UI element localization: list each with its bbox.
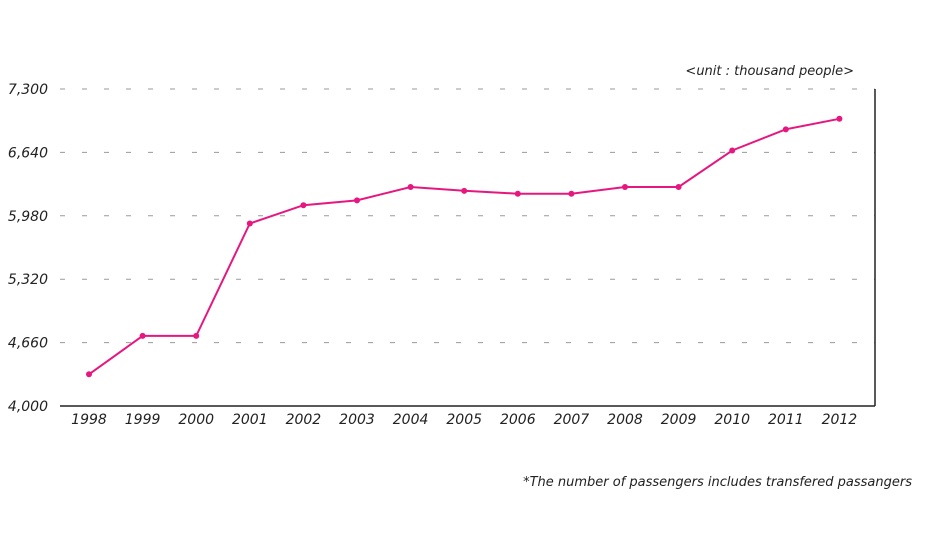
y-tick-label: 4,660 bbox=[8, 336, 48, 352]
y-tick-label: 5,320 bbox=[8, 272, 48, 288]
data-point bbox=[782, 126, 789, 133]
data-point bbox=[193, 332, 200, 339]
data-point bbox=[675, 183, 682, 190]
y-tick-label: 6,640 bbox=[8, 145, 48, 161]
x-tick-label: 2006 bbox=[500, 412, 536, 428]
x-tick-label: 2010 bbox=[714, 412, 750, 428]
x-tick-label: 2007 bbox=[554, 412, 590, 428]
x-tick-label: 2009 bbox=[661, 412, 697, 428]
data-point bbox=[729, 147, 736, 154]
data-point bbox=[514, 190, 521, 197]
unit-label: <unit : thousand people> bbox=[685, 64, 854, 79]
x-tick-label: 2011 bbox=[768, 412, 804, 428]
x-tick-label: 2008 bbox=[607, 412, 643, 428]
gridlines bbox=[60, 88, 875, 344]
y-tick-label: 5,980 bbox=[8, 209, 48, 225]
y-tick-label: 4,000 bbox=[8, 399, 48, 415]
series-line bbox=[88, 117, 840, 376]
data-point bbox=[354, 197, 360, 204]
x-tick-labels: 1998 1999 2000 2001 2002 2003 2004 2005 2006 2007… bbox=[71, 412, 857, 428]
data-point bbox=[461, 187, 468, 194]
data-point bbox=[300, 202, 307, 209]
data-point bbox=[622, 183, 628, 190]
y-tick-label: 7,300 bbox=[8, 82, 48, 98]
x-tick-label: 2002 bbox=[286, 412, 322, 428]
x-tick-label: 2004 bbox=[393, 412, 429, 428]
x-tick-label: 2005 bbox=[446, 412, 482, 428]
data-point bbox=[139, 332, 146, 339]
data-point bbox=[246, 220, 253, 227]
data-point bbox=[407, 183, 414, 190]
x-tick-label: 2003 bbox=[339, 412, 375, 428]
x-tick-label: 2012 bbox=[822, 412, 858, 428]
y-tick-labels: 4,000 4,660 5,320 5,980 6,640 7,300 bbox=[8, 82, 48, 415]
data-point bbox=[86, 371, 92, 378]
data-points bbox=[86, 115, 843, 378]
data-point bbox=[568, 190, 575, 197]
x-tick-label: 2001 bbox=[232, 412, 268, 428]
x-tick-label: 2000 bbox=[178, 412, 214, 428]
footnote: *The number of passengers includes trans… bbox=[523, 475, 912, 490]
data-point bbox=[836, 115, 843, 122]
x-tick-label: 1999 bbox=[125, 412, 161, 428]
x-tick-label: 1998 bbox=[71, 412, 107, 428]
